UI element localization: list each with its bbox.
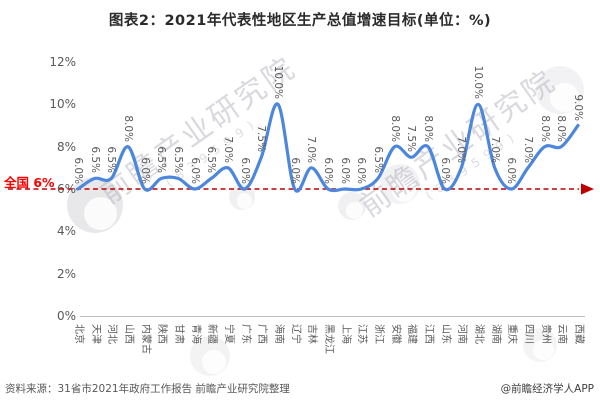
- data-label: 6.0%: [238, 157, 251, 184]
- credit-note: @前瞻经济学人APP: [500, 383, 594, 395]
- x-axis-label: 河北: [106, 324, 118, 344]
- data-label: 7.0%: [522, 136, 534, 163]
- y-axis-label: 12%: [49, 55, 76, 69]
- data-label: 8.0%: [555, 114, 568, 142]
- x-axis-label: 辽宁: [289, 324, 301, 344]
- data-label: 6.5%: [205, 146, 218, 174]
- x-axis-label: 宁夏: [223, 324, 234, 344]
- x-axis-label: 河南: [456, 324, 468, 344]
- data-label: 6.0%: [72, 157, 84, 184]
- data-label: 6.5%: [105, 146, 118, 174]
- x-axis-label: 重庆: [506, 324, 518, 344]
- y-axis-label: 8%: [56, 139, 76, 154]
- y-axis-label: 0%: [56, 309, 76, 323]
- x-axis-label: 陕西: [156, 324, 168, 344]
- x-axis-label: 黑龙江: [323, 324, 334, 354]
- x-axis-label: 江西: [423, 324, 434, 344]
- x-axis-label: 江苏: [356, 324, 368, 344]
- data-label: 6.0%: [188, 157, 201, 184]
- x-axis-label: 云南: [556, 324, 568, 344]
- data-label: 7.0%: [222, 136, 234, 163]
- data-label: 10.0%: [272, 65, 284, 100]
- x-axis-label: 新疆: [206, 324, 218, 344]
- data-label: 6.0%: [138, 157, 151, 184]
- data-label: 6.0%: [288, 157, 301, 184]
- data-label: 6.0%: [505, 157, 518, 184]
- x-axis-label: 天津: [89, 324, 101, 344]
- x-axis-label: 贵州: [539, 324, 551, 344]
- data-label: 9.0%: [572, 93, 584, 121]
- x-axis-label: 山西: [123, 324, 134, 344]
- x-axis-label: 山东: [439, 324, 451, 344]
- data-label: 7.5%: [405, 125, 418, 153]
- x-axis-label: 福建: [406, 324, 418, 344]
- source-note: 资料来源：31省市2021年政府工作报告 前瞻产业研究院整理: [5, 383, 290, 395]
- data-label: 6.5%: [372, 146, 384, 174]
- data-label: 6.5%: [88, 146, 101, 174]
- data-label: 10.0%: [472, 65, 484, 100]
- x-axis-label: 湖南: [489, 324, 501, 344]
- x-axis-label: 吉林: [306, 324, 318, 344]
- data-label: 8.0%: [538, 114, 551, 142]
- y-axis-label: 10%: [49, 97, 76, 112]
- x-axis-label: 北京: [73, 324, 84, 344]
- data-label: 7.0%: [455, 136, 468, 163]
- data-label: 8.0%: [388, 114, 401, 142]
- target-arrow: [581, 183, 594, 195]
- x-axis-label: 甘肃: [173, 324, 184, 344]
- x-axis-label: 内蒙古: [139, 324, 151, 354]
- chart-title: 图表2：2021年代表性地区生产总值增速目标(单位：%): [108, 13, 492, 29]
- data-label: 6.0%: [322, 157, 334, 184]
- data-label: 8.0%: [422, 114, 434, 142]
- x-axis-label: 广东: [239, 324, 251, 344]
- data-label: 6.0%: [355, 157, 368, 184]
- data-label: 6.5%: [155, 146, 168, 174]
- x-axis-label: 海南: [273, 324, 284, 344]
- data-label: 7.5%: [255, 125, 268, 153]
- x-axis-label: 浙江: [373, 324, 384, 344]
- data-label: 7.0%: [488, 136, 501, 163]
- y-axis-label: 2%: [56, 266, 76, 281]
- x-axis-label: 上海: [339, 324, 351, 344]
- data-label: 7.0%: [305, 136, 318, 163]
- national-target-label: 全国 6%: [4, 175, 55, 190]
- data-label: 6.0%: [438, 157, 451, 184]
- x-axis-label: 青海: [189, 324, 201, 344]
- x-axis-label: 西藏: [573, 324, 584, 344]
- x-axis-label: 湖北: [473, 324, 484, 344]
- x-axis-label: 广西: [256, 324, 268, 344]
- data-label: 6.0%: [338, 157, 351, 184]
- data-label: 6.5%: [172, 146, 184, 174]
- gdp-growth-line: [76, 102, 580, 193]
- x-axis-label: 安徽: [389, 324, 401, 344]
- x-axis-label: 四川: [523, 324, 534, 344]
- data-label: 8.0%: [122, 114, 134, 142]
